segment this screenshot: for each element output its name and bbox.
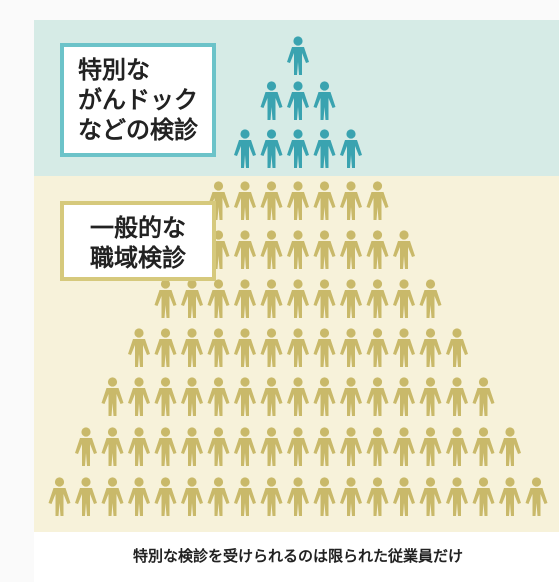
general-label: 職域検診 (90, 244, 187, 272)
special-label: 特別な (78, 56, 150, 84)
general-label: 一般的な (90, 214, 186, 242)
special-box (60, 43, 216, 157)
special-label: などの検診 (78, 116, 199, 144)
special-label: がんドック (78, 86, 198, 114)
caption-area (34, 532, 559, 582)
general-box (60, 201, 216, 281)
caption: 特別な検診を受けられるのは限られた従業員だけ (133, 547, 463, 565)
